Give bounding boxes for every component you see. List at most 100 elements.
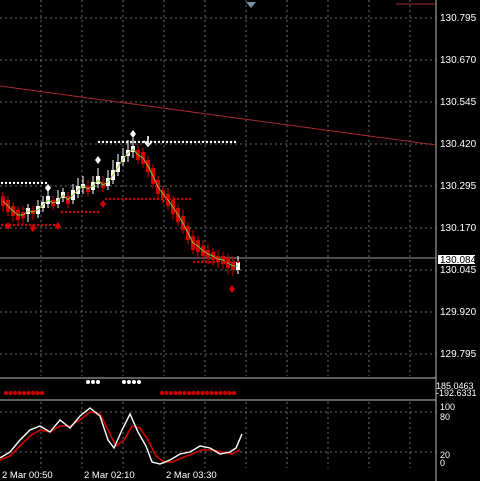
price-label: 130.670 [440,55,477,66]
level-dot [152,197,156,201]
level-dot [208,260,212,264]
level-dot [140,197,144,201]
level-dot [96,210,100,214]
signal-dot [137,380,141,384]
trend-line[interactable] [0,85,437,146]
signal-dot [35,391,40,395]
level-dot [24,181,28,185]
price-label: 130.545 [440,97,477,108]
level-dot [112,197,116,201]
level-dot [181,140,185,144]
level-dot [109,140,113,144]
signal-dot [169,391,173,395]
chart-shift-marker-icon[interactable] [246,2,256,8]
level-dot [148,197,152,201]
chart-grid [0,0,436,468]
level-dot [144,197,148,201]
stochastic-lines [0,407,243,465]
level-dot [16,181,20,185]
level-dot [28,181,32,185]
stoch-level-100: 100 [440,402,456,412]
level-dot [233,140,237,144]
level-dot [157,140,161,144]
signal-dot [227,391,232,395]
price-label: 130.795 [440,13,477,24]
signal-dot [205,391,209,395]
fractal-down-icon [229,285,235,293]
fractal-down-icon [55,222,61,230]
stoch-level-20: 20 [440,450,451,460]
level-dot [117,140,121,144]
level-dot [52,223,56,227]
level-dot [137,140,141,144]
level-dot [12,181,16,185]
level-dot [153,140,157,144]
fractal-up-icon [130,130,136,138]
price-label: 129.795 [440,349,477,360]
level-dot [97,140,101,144]
level-dot [165,140,169,144]
level-dot [129,140,133,144]
level-dot [133,140,137,144]
price-label: 130.170 [440,223,477,234]
fractal-up-icon [45,184,51,192]
indicator-value-upper: 185.0463 [436,381,474,391]
level-dot [64,210,68,214]
level-dot [173,140,177,144]
ma-line [2,148,238,267]
level-dot [180,197,184,201]
signal-dot [191,391,196,395]
signal-dot [127,380,131,384]
level-dot [4,181,8,185]
time-label: 2 Mar 03:30 [166,470,217,481]
level-dot [213,140,217,144]
level-dot [44,181,48,185]
fractal-down-icon [5,222,11,230]
level-dot [184,197,188,201]
level-dot [220,260,224,264]
signal-dot [96,380,100,384]
level-dot [124,197,128,201]
price-label: 129.920 [440,307,477,318]
price-label: 130.420 [440,139,477,150]
stoch-level-80: 80 [440,412,451,422]
level-dot [224,260,228,264]
candles [1,138,240,276]
signal-dot [218,391,223,395]
level-dot [32,181,36,185]
time-label: 2 Mar 00:50 [2,470,53,481]
level-dot [16,223,20,227]
level-dot [164,197,168,201]
stoch-signal-line [0,411,241,463]
level-dot [209,140,213,144]
level-dot [84,210,88,214]
level-dot [204,260,208,264]
signal-dot [13,391,17,395]
level-dot [72,210,76,214]
fractal-up-icon [95,156,101,164]
level-dot [236,260,240,264]
signal-dot [132,380,136,384]
signal-dot [200,391,205,395]
level-dot [172,197,176,201]
level-dot [228,260,232,264]
level-dot [168,197,172,201]
signal-dot [173,391,178,395]
level-dot [12,223,16,227]
signal-dot [26,391,31,395]
indicator-value-lower: -192.6331 [436,388,477,398]
signal-dot [164,391,169,395]
level-dot [169,140,173,144]
signal-dot [31,391,35,395]
level-dot [188,197,192,201]
stoch-main-line [0,407,243,465]
signal-dot [160,391,164,395]
level-dot [197,140,201,144]
level-dot [217,140,221,144]
price-label: 130.045 [440,265,477,276]
signal-dot [40,391,44,395]
stoch-level-0: 0 [440,458,446,468]
level-dot [160,197,164,201]
level-dot [0,223,4,227]
